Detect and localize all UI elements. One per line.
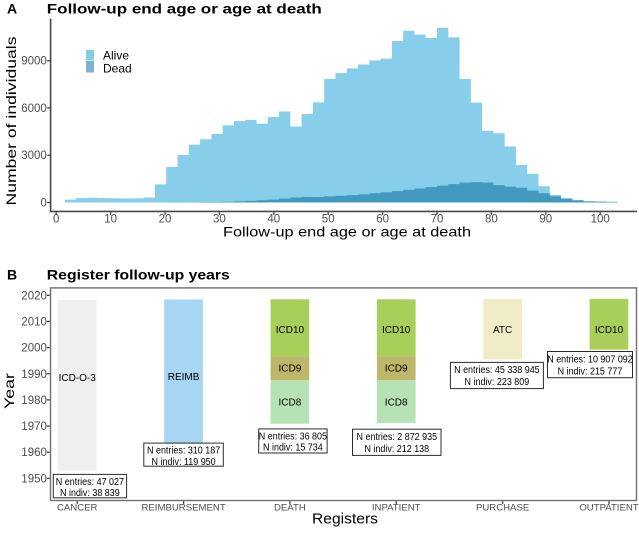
svg-text:40: 40 (267, 214, 280, 226)
svg-text:80: 80 (485, 214, 498, 226)
svg-text:INPATIENT: INPATIENT (372, 502, 421, 513)
svg-text:N entries: 2 872 935: N entries: 2 872 935 (357, 432, 438, 443)
svg-text:1970: 1970 (21, 421, 47, 433)
svg-text:6000: 6000 (21, 103, 47, 115)
svg-text:ICD9: ICD9 (279, 363, 302, 374)
svg-text:ICD10: ICD10 (382, 325, 411, 336)
svg-text:20: 20 (159, 214, 172, 226)
svg-text:A: A (7, 0, 17, 16)
svg-text:N indiv: 15 734: N indiv: 15 734 (263, 443, 323, 454)
svg-text:0: 0 (53, 214, 59, 226)
svg-text:Number of individuals: Number of individuals (3, 37, 19, 206)
svg-text:N indiv: 223 809: N indiv: 223 809 (465, 377, 530, 388)
svg-text:N indiv: 215 777: N indiv: 215 777 (558, 366, 623, 377)
svg-text:1990: 1990 (21, 369, 47, 381)
svg-text:70: 70 (431, 214, 444, 226)
svg-text:2000: 2000 (21, 343, 47, 355)
svg-text:1960: 1960 (21, 447, 47, 459)
svg-text:Alive: Alive (103, 48, 129, 62)
svg-text:Dead: Dead (103, 62, 132, 76)
svg-text:N indiv: 38 839: N indiv: 38 839 (60, 488, 120, 499)
svg-text:N entries: 45 338 945: N entries: 45 338 945 (454, 365, 540, 376)
svg-text:10: 10 (104, 214, 117, 226)
svg-text:2010: 2010 (21, 316, 47, 328)
svg-text:ICD10: ICD10 (276, 325, 305, 336)
svg-text:Registers: Registers (312, 511, 378, 527)
svg-text:3000: 3000 (21, 150, 47, 162)
svg-text:ICD8: ICD8 (279, 398, 302, 409)
svg-text:REIMBURSEMENT: REIMBURSEMENT (141, 502, 225, 513)
svg-text:30: 30 (213, 214, 226, 226)
svg-text:N entries: 36 805: N entries: 36 805 (259, 431, 328, 442)
svg-text:ICD9: ICD9 (385, 363, 408, 374)
svg-text:DEATH: DEATH (274, 502, 306, 513)
svg-text:90: 90 (539, 214, 552, 226)
svg-text:N indiv: 119 950: N indiv: 119 950 (152, 457, 216, 468)
svg-text:CANCER: CANCER (57, 502, 98, 513)
svg-text:2020: 2020 (21, 290, 47, 302)
svg-text:ICD-O-3: ICD-O-3 (59, 373, 97, 384)
svg-text:OUTPATIENT: OUTPATIENT (579, 502, 638, 513)
svg-text:ICD10: ICD10 (595, 325, 624, 336)
svg-text:1950: 1950 (21, 473, 47, 485)
svg-text:Follow-up end age or age at de: Follow-up end age or age at death (223, 224, 471, 240)
svg-text:Register follow-up years: Register follow-up years (47, 266, 230, 282)
svg-text:50: 50 (322, 214, 335, 226)
svg-text:ICD8: ICD8 (385, 398, 408, 409)
svg-text:Follow-up end age or age at de: Follow-up end age or age at death (47, 0, 322, 16)
svg-text:100: 100 (591, 214, 610, 226)
svg-text:N indiv: 212 138: N indiv: 212 138 (364, 444, 429, 455)
svg-text:0: 0 (40, 198, 46, 210)
svg-text:N entries: 10 907 092: N entries: 10 907 092 (547, 354, 633, 365)
svg-text:REIMB: REIMB (168, 372, 200, 383)
svg-text:ATC: ATC (493, 325, 512, 336)
svg-text:60: 60 (376, 214, 389, 226)
svg-text:N entries: 47 027: N entries: 47 027 (56, 477, 125, 488)
svg-text:Year: Year (1, 373, 17, 409)
svg-text:PURCHASE: PURCHASE (476, 502, 529, 513)
svg-text:9000: 9000 (21, 56, 47, 68)
svg-text:N entries: 310 187: N entries: 310 187 (147, 446, 221, 457)
svg-text:1980: 1980 (21, 395, 47, 407)
svg-text:B: B (7, 266, 17, 282)
